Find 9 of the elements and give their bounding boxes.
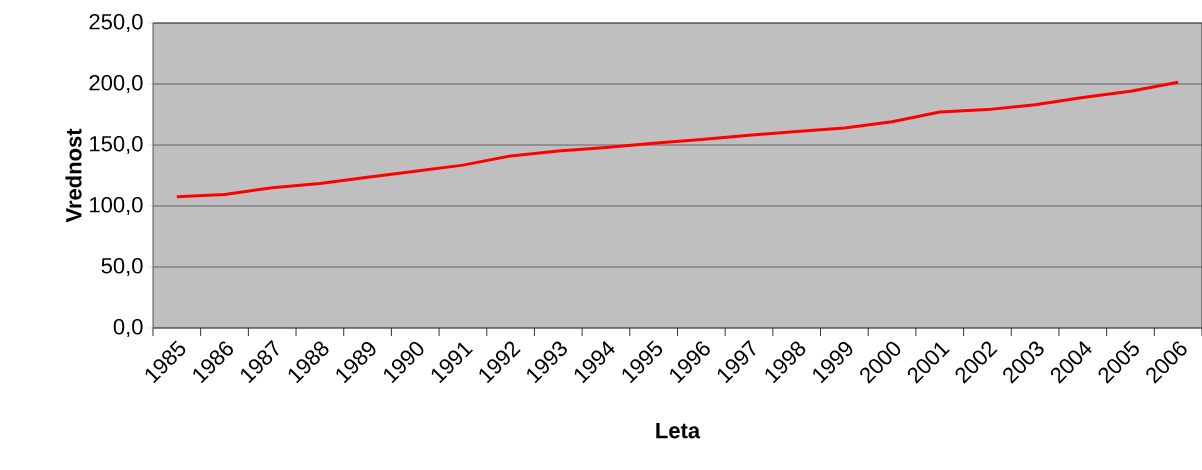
y-tick-label: 250,0 [89, 13, 143, 33]
y-tick-label: 200,0 [89, 74, 143, 94]
line-series [175, 80, 1180, 199]
y-tick-label: 0,0 [113, 318, 143, 338]
x-axis-title: Leta [656, 423, 701, 439]
y-tick-label: 150,0 [90, 135, 143, 155]
y-tick-label: 100,0 [90, 196, 143, 216]
y-tick-label: 50,0 [101, 257, 143, 277]
y-axis-title: Vrednost [65, 128, 82, 223]
